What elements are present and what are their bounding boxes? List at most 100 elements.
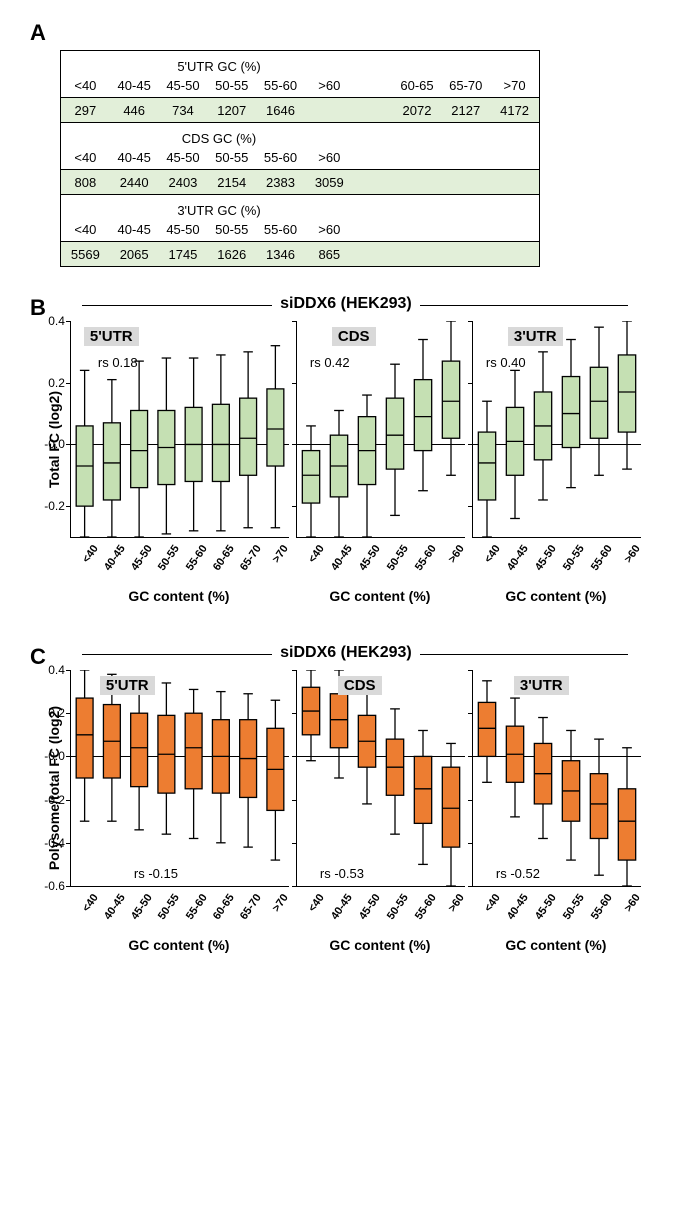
panel-c-title: siDDX6 (HEK293) — [30, 644, 646, 662]
xtick-label: 45-50 — [533, 892, 559, 922]
subplot: CDSrs -0.53<4040-4545-5050-5555-60>60GC … — [296, 670, 464, 953]
xlabel: GC content (%) — [296, 588, 464, 604]
xtick-label: <40 — [306, 892, 327, 914]
xtick-label: 60-65 — [211, 892, 237, 922]
rs-value: rs 0.18 — [98, 355, 138, 370]
ytick-label: 0.2 — [48, 376, 65, 390]
xtick-label: 55-60 — [589, 543, 615, 573]
xlabel: GC content (%) — [70, 588, 288, 604]
box — [131, 410, 148, 487]
bin-label — [490, 148, 539, 170]
bin-label — [441, 220, 490, 242]
panel-c-plots: 5'UTR rs -0.15-0.6-0.4-0.2-0.00.20.4<4040… — [66, 664, 644, 953]
bin-label: 45-50 — [159, 148, 208, 170]
bin-label — [490, 220, 539, 242]
bin-label: 40-45 — [110, 220, 159, 242]
bin-value — [490, 242, 539, 267]
subplot: 5'UTRrs 0.18-0.2-0.00.20.4<4040-4545-505… — [70, 321, 288, 604]
xtick-label: 65-70 — [238, 892, 264, 922]
bin-value: 2440 — [110, 170, 159, 195]
box — [386, 398, 403, 469]
xtick-label: 65-70 — [238, 543, 264, 573]
bin-value: 2403 — [159, 170, 208, 195]
ytick-label: 0.2 — [48, 706, 65, 720]
xtick-label: <40 — [306, 543, 327, 565]
xlabel: GC content (%) — [70, 937, 288, 953]
bin-label: 40-45 — [110, 76, 159, 98]
box — [478, 432, 495, 500]
xtick-label: 40-45 — [505, 543, 531, 573]
xtick-label: 45-50 — [129, 543, 155, 573]
boxplot-svg — [297, 321, 465, 537]
xtick-label: 50-55 — [561, 543, 587, 573]
box — [590, 774, 607, 839]
box — [330, 694, 347, 748]
bin-value: 2154 — [207, 170, 256, 195]
xtick-label: 50-55 — [156, 543, 182, 573]
bin-label: 55-60 — [256, 148, 305, 170]
bin-value — [354, 98, 393, 123]
bin-value: 1626 — [207, 242, 256, 267]
gc-table: 5'UTR GC (%)<4040-4545-5050-5555-60>6060… — [60, 50, 540, 267]
bin-label: 50-55 — [207, 220, 256, 242]
xtick-label: <40 — [482, 892, 503, 914]
panel-c: C siDDX6 (HEK293) Polysome/total FC (log… — [30, 644, 646, 953]
bin-label — [393, 148, 442, 170]
xlabel: GC content (%) — [296, 937, 464, 953]
boxplot-svg — [297, 670, 465, 886]
bin-value — [490, 170, 539, 195]
xtick-label: 55-60 — [183, 543, 209, 573]
xtick-label: >70 — [271, 892, 292, 914]
rs-value: rs -0.15 — [134, 866, 178, 881]
xlabel: GC content (%) — [472, 588, 640, 604]
bin-value — [354, 170, 393, 195]
bin-value — [393, 242, 442, 267]
box — [590, 367, 607, 438]
bin-label — [354, 76, 393, 98]
xtick-label: >60 — [446, 543, 467, 565]
box — [185, 713, 202, 789]
panel-a-tables: 5'UTR GC (%)<4040-4545-5050-5555-60>6060… — [60, 50, 646, 267]
bin-value — [441, 170, 490, 195]
bin-label: 55-60 — [256, 76, 305, 98]
bin-value: 2065 — [110, 242, 159, 267]
bin-label — [441, 148, 490, 170]
panel-a-letter: A — [30, 20, 646, 46]
box — [414, 380, 431, 451]
bin-value: 734 — [159, 98, 208, 123]
xtick-label: 40-45 — [329, 543, 355, 573]
bin-value: 1346 — [256, 242, 305, 267]
plot-area: <4040-4545-5050-5555-60>60 — [296, 670, 465, 887]
xtick-label: 55-60 — [413, 892, 439, 922]
xtick-label: 40-45 — [102, 543, 128, 573]
bin-value: 5569 — [61, 242, 110, 267]
boxplot-svg — [71, 321, 289, 537]
xtick-label: 45-50 — [357, 892, 383, 922]
xtick-label: 40-45 — [505, 892, 531, 922]
panel-b-title-text: siDDX6 (HEK293) — [272, 295, 420, 313]
bin-label: <40 — [61, 148, 110, 170]
ytick-label: -0.6 — [44, 879, 65, 893]
xtick-label: 45-50 — [357, 543, 383, 573]
bin-value: 1745 — [159, 242, 208, 267]
panel-b-plots: 5'UTRrs 0.18-0.2-0.00.20.4<4040-4545-505… — [66, 315, 644, 604]
box — [267, 389, 284, 466]
panel-b: B siDDX6 (HEK293) Total FC (log2) 5'UTRr… — [30, 295, 646, 604]
subplot-label: 3'UTR — [514, 676, 569, 695]
plot-area: -0.6-0.4-0.2-0.00.20.4<4040-4545-5050-55… — [70, 670, 289, 887]
box — [302, 451, 319, 503]
bin-value: 3059 — [305, 170, 354, 195]
xtick-label: 55-60 — [413, 543, 439, 573]
bin-label: <40 — [61, 76, 110, 98]
xtick-label: >60 — [446, 892, 467, 914]
subplot-label: 5'UTR — [100, 676, 155, 695]
xtick-label: >60 — [622, 543, 643, 565]
rs-value: rs 0.42 — [310, 355, 350, 370]
bin-label: 40-45 — [110, 148, 159, 170]
box — [442, 767, 459, 847]
ytick-label: -0.0 — [44, 437, 65, 451]
bin-label: >60 — [305, 220, 354, 242]
bin-value: 865 — [305, 242, 354, 267]
bin-label: <40 — [61, 220, 110, 242]
ytick-label: -0.4 — [44, 836, 65, 850]
